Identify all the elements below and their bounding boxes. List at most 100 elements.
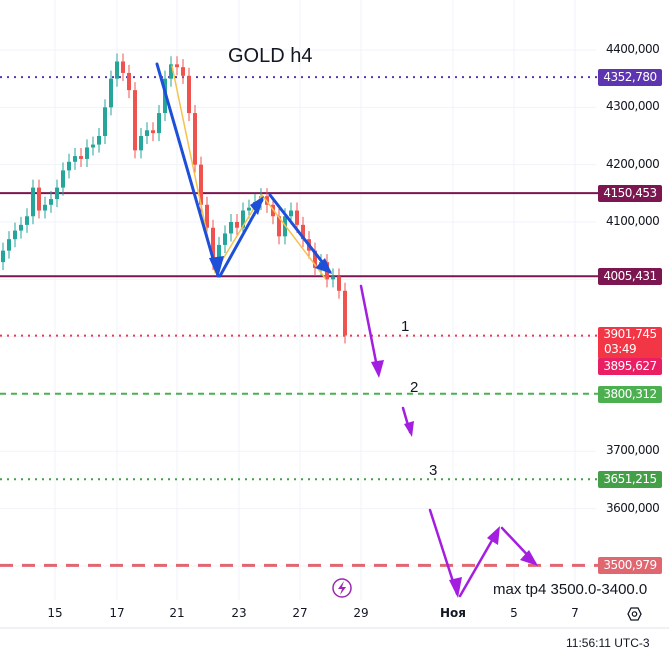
- candle-body: [49, 199, 53, 205]
- price-label: 3895,627: [598, 358, 662, 375]
- candle-body: [331, 276, 335, 280]
- wave-label-1: 1: [401, 318, 410, 335]
- candle-body: [37, 187, 41, 211]
- candle-body: [181, 67, 185, 76]
- price-label: 3651,215: [598, 471, 662, 489]
- x-tick-label: 17: [109, 606, 125, 620]
- x-tick-label: 23: [231, 606, 247, 620]
- candle-body: [97, 135, 101, 145]
- x-tick-label: 5: [510, 606, 518, 620]
- candle-body: [241, 210, 245, 228]
- candle-body: [289, 210, 293, 217]
- candle-body: [205, 204, 209, 228]
- candle-body: [337, 276, 341, 291]
- blue-arrow-1: [155, 62, 220, 278]
- y-tick-label: 4100,000: [606, 213, 660, 228]
- candle-body: [229, 221, 233, 234]
- arrowhead: [487, 526, 500, 545]
- arrowhead: [449, 577, 462, 598]
- y-tick-label: 4300,000: [606, 99, 660, 114]
- candle-body: [343, 290, 347, 336]
- candle-body: [193, 113, 197, 165]
- candle-body: [247, 207, 251, 211]
- candle-body: [91, 144, 95, 148]
- drawings: [155, 62, 538, 598]
- candle-body: [31, 187, 35, 217]
- candle-body: [109, 78, 113, 108]
- target-annotation: max tp4 3500.0-3400.0: [493, 581, 648, 598]
- candles: [1, 53, 347, 344]
- candle-body: [43, 204, 47, 211]
- clock: 11:56:11 UTC-3: [566, 636, 650, 650]
- candle-body: [235, 221, 239, 228]
- lightning-icon[interactable]: [332, 578, 352, 598]
- candle-body: [121, 61, 125, 73]
- candle-body: [127, 72, 131, 91]
- candle-body: [313, 250, 317, 268]
- x-tick-label: 21: [169, 606, 185, 620]
- x-tick-label: 29: [353, 606, 369, 620]
- candle-body: [211, 227, 215, 263]
- arrowhead: [404, 421, 414, 437]
- candle-body: [1, 250, 5, 263]
- purple-arrow-4: [458, 528, 500, 598]
- arrowhead: [250, 196, 264, 215]
- candle-body: [85, 147, 89, 159]
- y-tick-label: 3600,000: [606, 500, 660, 515]
- y-tick-label: 4400,000: [606, 42, 660, 56]
- candle-body: [19, 224, 23, 231]
- arrowhead: [371, 360, 384, 378]
- candle-body: [79, 156, 83, 159]
- price-value: 3901,745: [603, 326, 657, 341]
- candle-body: [175, 64, 179, 68]
- x-tick-label: Ноя: [440, 606, 466, 620]
- chart-title: GOLD h4: [228, 45, 313, 67]
- candle-body: [301, 224, 305, 240]
- candle-body: [187, 75, 191, 114]
- hexagon-settings-icon[interactable]: [627, 607, 642, 621]
- candle-body: [169, 64, 173, 79]
- candle-body: [145, 130, 149, 136]
- candle-body: [223, 233, 227, 245]
- yellow-zigzag: [171, 65, 326, 279]
- grid: [0, 0, 596, 600]
- candle-body: [133, 90, 137, 151]
- price-label: 3901,745 03:49: [598, 326, 662, 359]
- arrowhead: [209, 256, 224, 278]
- candle-body: [103, 107, 107, 136]
- candle-body: [151, 130, 155, 134]
- y-tick-label: 3700,000: [606, 443, 660, 458]
- candle-body: [13, 230, 17, 240]
- candle-body: [25, 216, 29, 225]
- countdown: 03:49: [604, 341, 637, 356]
- candle-body: [199, 164, 203, 205]
- candle-body: [139, 135, 143, 151]
- horizontal-levels: [0, 76, 598, 567]
- candle-body: [67, 161, 71, 171]
- candle-body: [7, 239, 11, 251]
- candle-body: [61, 170, 65, 188]
- candle-body: [55, 187, 59, 200]
- candle-body: [295, 210, 299, 225]
- price-label: 4150,453: [598, 185, 662, 203]
- arrowhead: [315, 258, 332, 274]
- x-tick-label: 7: [571, 606, 579, 620]
- price-label: 3500,979: [598, 557, 662, 575]
- y-tick-label: 4200,000: [606, 156, 660, 171]
- blue-arrow-3: [268, 193, 332, 274]
- x-tick-label: 15: [47, 606, 63, 620]
- price-label: 4352,780: [598, 69, 662, 87]
- candle-body: [115, 61, 119, 79]
- x-tick-label: 27: [292, 606, 308, 620]
- price-label: 4005,431: [598, 268, 662, 286]
- candle-body: [277, 216, 281, 237]
- blue-arrow-2: [218, 198, 264, 278]
- candle-body: [73, 156, 77, 162]
- candle-body: [217, 244, 221, 263]
- arrowhead: [520, 550, 538, 566]
- candle-body: [157, 113, 161, 134]
- purple-arrow-1: [359, 284, 380, 374]
- price-label: 3800,312: [598, 385, 662, 403]
- wave-label-2: 2: [410, 379, 419, 396]
